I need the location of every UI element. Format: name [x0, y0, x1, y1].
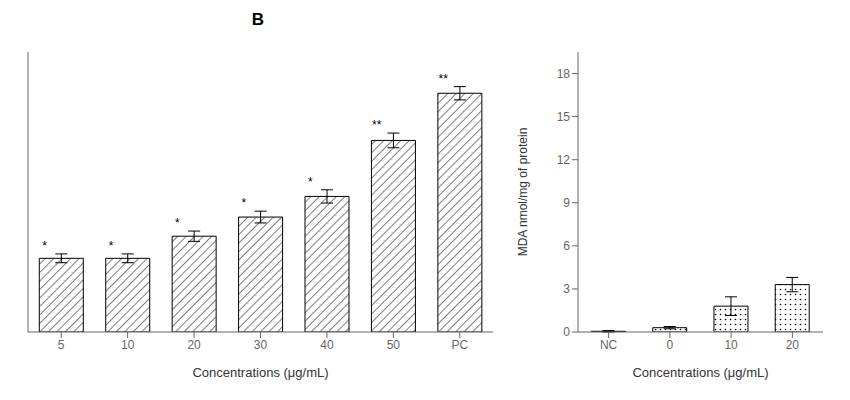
svg-text:18: 18 [557, 67, 571, 81]
svg-text:3: 3 [563, 282, 570, 296]
svg-text:*: * [175, 216, 180, 230]
svg-text:50: 50 [387, 338, 401, 352]
svg-text:*: * [42, 239, 47, 253]
svg-text:20: 20 [786, 338, 800, 352]
svg-text:30: 30 [254, 338, 268, 352]
svg-text:Concentrations (μg/mL): Concentrations (μg/mL) [632, 365, 768, 380]
html-text:B: B [251, 10, 265, 29]
svg-text:*: * [242, 196, 247, 210]
svg-text:*: * [308, 175, 313, 189]
svg-text:9: 9 [563, 196, 570, 210]
svg-text:12: 12 [557, 153, 571, 167]
svg-text:10: 10 [724, 338, 738, 352]
svg-text:Concentrations (μg/mL): Concentrations (μg/mL) [192, 365, 328, 380]
svg-text:*: * [109, 239, 114, 253]
svg-text:NC: NC [600, 338, 618, 352]
svg-text:PC: PC [451, 338, 468, 352]
svg-text:6: 6 [563, 239, 570, 253]
svg-text:10: 10 [121, 338, 135, 352]
svg-text:40: 40 [320, 338, 334, 352]
svg-text:**: ** [438, 72, 448, 86]
svg-text:MDA nmol/mg of protein: MDA nmol/mg of protein [516, 128, 530, 257]
svg-text:0: 0 [667, 338, 674, 352]
svg-text:0: 0 [563, 325, 570, 339]
svg-text:20: 20 [187, 338, 201, 352]
svg-text:**: ** [372, 118, 382, 132]
svg-text:15: 15 [557, 110, 571, 124]
svg-text:5: 5 [58, 338, 65, 352]
